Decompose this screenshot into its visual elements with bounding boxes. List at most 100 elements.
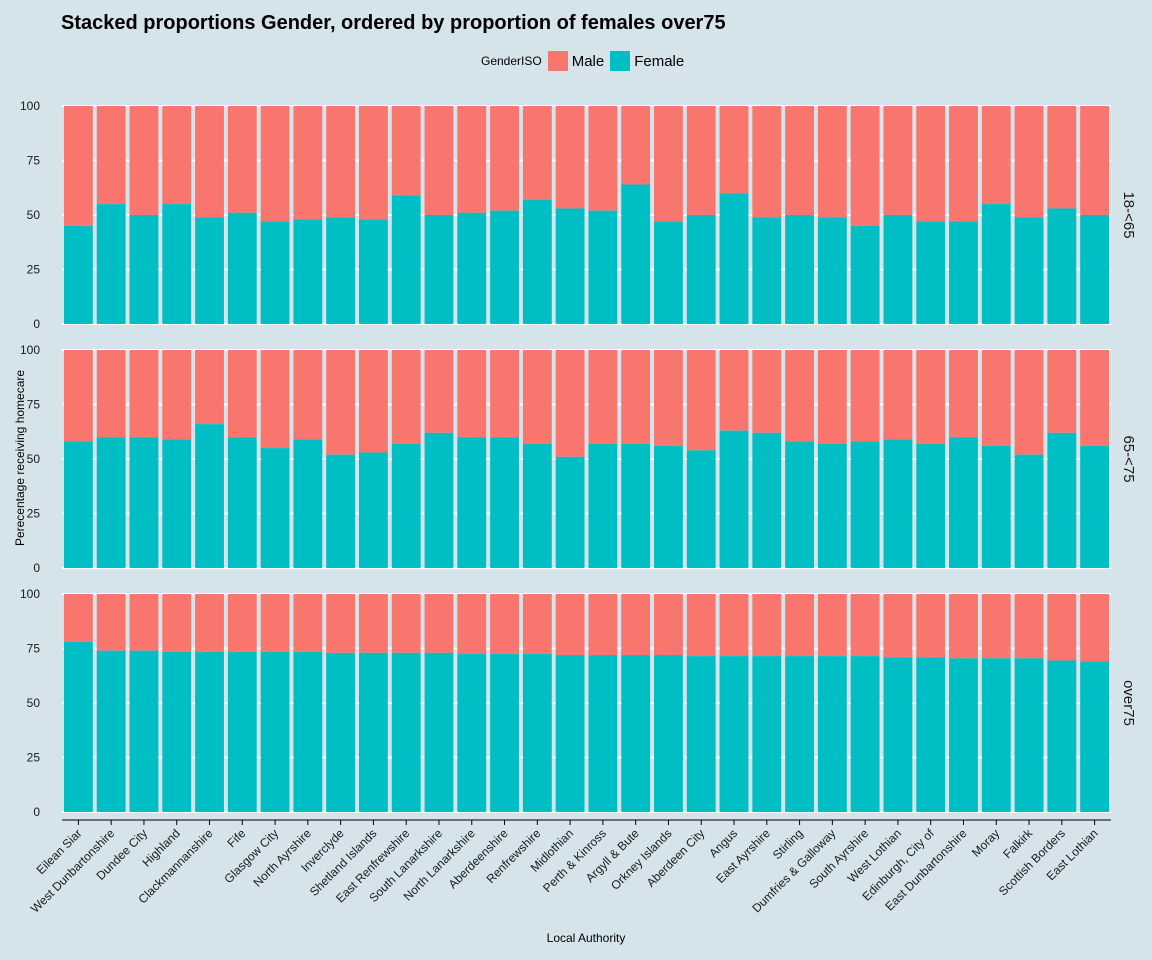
bar-male-p3-25 [850,594,880,657]
bar-male-p2-14 [490,350,519,438]
bar-female-p3-11 [391,652,421,812]
bar-male-p3-1 [63,594,93,642]
bar-male-p1-19 [654,106,683,222]
bar-male-p2-20 [686,350,716,451]
bar-male-p1-30 [1014,106,1044,218]
bar-female-p2-30 [1014,454,1044,568]
bar-female-p1-11 [391,195,421,324]
bar-female-p3-22 [752,656,782,812]
bar-female-p2-6 [227,437,257,568]
bar-male-p3-15 [522,594,552,654]
bar-female-p2-17 [588,443,618,568]
bar-female-p2-13 [457,437,487,568]
bar-male-p2-22 [752,350,782,433]
y-tick-label-p3-3: 75 [27,642,41,656]
bar-male-p3-32 [1080,594,1110,662]
bar-female-p1-27 [916,221,946,324]
bar-female-p1-18 [621,184,651,324]
x-axis-title: Local Authority [547,931,626,945]
facet-label-p2: 65-<75 [1120,435,1137,482]
bar-female-p1-17 [588,210,618,324]
bar-male-p2-12 [424,350,454,433]
bar-female-p1-12 [424,215,454,324]
bar-male-p3-10 [358,594,388,653]
bar-male-p1-1 [63,106,93,226]
bar-male-p2-1 [63,350,93,442]
bar-male-p3-8 [293,594,323,652]
bar-female-p3-14 [490,653,519,812]
bar-female-p3-6 [227,651,257,812]
bar-male-p2-7 [260,350,290,449]
legend-label-male: Male [571,52,605,70]
bar-female-p1-32 [1080,215,1110,324]
bar-male-p2-13 [457,350,487,438]
bar-male-p3-13 [457,594,487,654]
bar-female-p1-15 [522,199,552,324]
bar-female-p1-6 [227,212,257,324]
bar-female-p2-23 [785,441,815,568]
bar-female-p2-15 [522,443,552,568]
bar-female-p1-14 [490,210,519,324]
bar-female-p3-27 [916,657,946,812]
bar-male-p1-5 [195,106,224,218]
bar-male-p1-7 [260,106,290,222]
bar-female-p2-25 [850,441,880,568]
bar-male-p1-16 [555,106,585,209]
bar-male-p1-18 [621,106,651,185]
bar-male-p2-21 [719,350,749,431]
bar-male-p2-4 [162,350,192,440]
bar-male-p1-13 [457,106,487,213]
bar-male-p3-18 [621,594,651,656]
bar-male-p2-19 [654,350,683,446]
x-tick-label-29: Moray [969,826,1002,859]
bar-male-p2-3 [129,350,159,438]
legend-label-female: Female [634,52,685,70]
bar-female-p1-25 [850,225,880,324]
bar-female-p1-23 [785,215,815,324]
bar-male-p1-23 [785,106,815,215]
facet-label-p3: over75 [1120,680,1137,726]
bar-male-p2-28 [949,350,978,438]
bar-male-p2-9 [326,350,356,455]
bar-female-p1-31 [1047,208,1077,324]
bar-female-p1-20 [686,215,716,324]
bar-female-p1-22 [752,217,782,324]
bar-male-p1-3 [129,106,159,215]
bar-female-p1-26 [883,215,913,324]
bar-male-p3-7 [260,594,290,652]
bar-male-p2-25 [850,350,880,442]
x-tick-label-20: Aberdeen City [644,826,708,890]
y-axis-title: Perecentage receiving homecare [13,370,27,546]
bar-female-p2-5 [195,424,224,568]
y-tick-label-p3-0: 0 [33,805,40,819]
bar-male-p2-32 [1080,350,1110,446]
y-tick-label-p1-1: 25 [27,263,41,277]
y-tick-label-p3-2: 50 [27,696,41,710]
bar-female-p1-13 [457,212,487,324]
bar-female-p3-28 [949,658,978,812]
bar-male-p1-20 [686,106,716,215]
bar-male-p1-11 [391,106,421,196]
bar-female-p1-2 [96,204,126,324]
legend-key-male [547,51,568,71]
bar-female-p2-10 [358,452,388,568]
y-tick-label-p1-3: 75 [27,154,41,168]
bar-female-p3-4 [162,651,192,812]
bar-male-p3-16 [555,594,585,656]
bar-male-p1-2 [96,106,126,205]
bar-female-p3-1 [63,641,93,812]
bar-female-p3-17 [588,655,618,812]
bar-female-p1-24 [817,217,847,324]
legend: GenderISO Male Female [481,50,690,72]
y-tick-label-p2-1: 25 [27,507,41,521]
bar-female-p3-8 [293,651,323,812]
bar-female-p2-3 [129,437,159,568]
bar-male-p3-3 [129,594,159,651]
bar-female-p3-10 [358,652,388,812]
y-tick-label-p2-0: 0 [33,561,40,575]
bar-male-p1-31 [1047,106,1077,209]
bar-female-p3-25 [850,656,880,812]
bar-female-p2-20 [686,450,716,568]
bar-female-p1-29 [981,204,1011,324]
